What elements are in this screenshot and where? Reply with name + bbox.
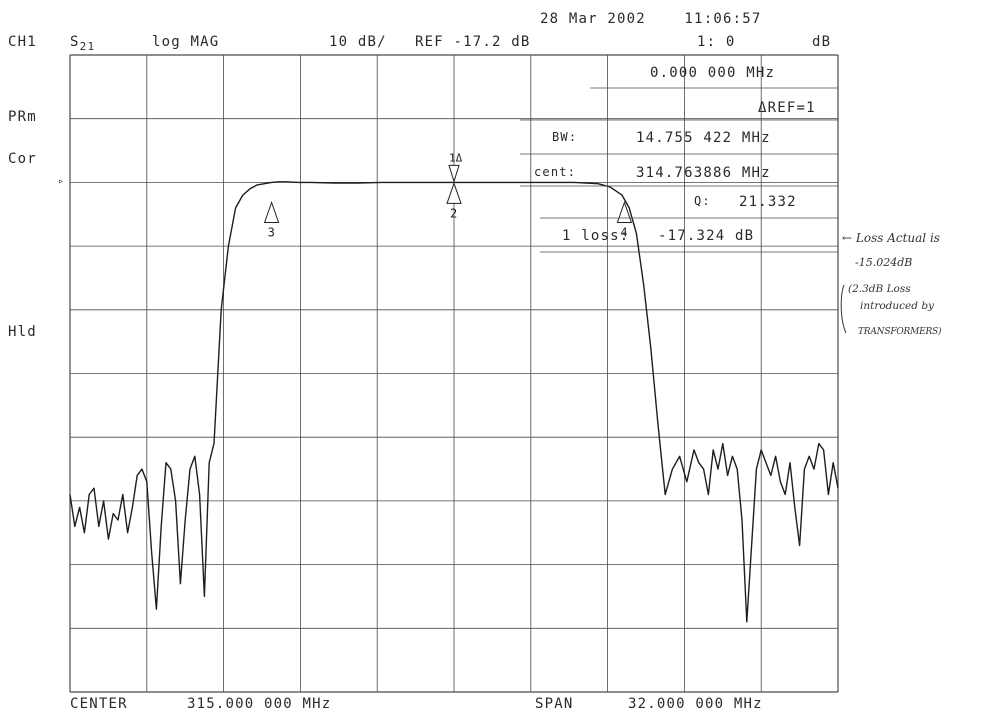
readout-loss-value: -17.324 dB — [658, 228, 755, 244]
channel-label: CH1 — [8, 34, 37, 50]
readout-delta-ref: ΔREF=1 — [758, 100, 816, 116]
annotation-line-4: introduced by — [860, 300, 934, 312]
readout-bw-label: BW: — [552, 130, 578, 144]
center-value: 315.000 000 MHz — [187, 696, 332, 712]
marker-4 — [616, 200, 633, 224]
readout-dividers — [520, 87, 838, 253]
s21-trace — [69, 181, 839, 623]
readout-bw-value: 14.755 422 MHz — [636, 130, 771, 146]
parameter-label: S21 — [70, 34, 96, 53]
readout-frequency: 0.000 000 MHz — [650, 65, 776, 81]
marker-readout: 1: 0 — [697, 34, 736, 50]
annotation-line-5: TRANSFORMERS) — [858, 327, 942, 337]
marker-label: 3 — [268, 226, 275, 240]
marker-1-delta — [448, 164, 460, 184]
readout-q-label: Q: — [694, 194, 711, 208]
annotation-line-1: ← Loss Actual is — [842, 231, 940, 245]
readout-cent-label: cent: — [534, 165, 577, 179]
marker-2 — [446, 181, 462, 204]
span-label: SPAN — [535, 696, 574, 712]
annotation-bracket — [840, 284, 847, 334]
marker-label: 4 — [620, 226, 627, 240]
reference-marker-icon: ▹ — [58, 176, 66, 187]
span-value: 32.000 000 MHz — [628, 696, 763, 712]
marker-3 — [263, 200, 280, 224]
scale-label: 10 dB/ — [329, 34, 387, 50]
annotation-open-paren — [840, 284, 847, 334]
cor-label: Cor — [8, 151, 37, 167]
marker-layer: 1Δ 2 3 4 — [263, 151, 633, 240]
annotation-line-3: (2.3dB Loss — [848, 283, 911, 295]
format-label: log MAG — [152, 34, 220, 50]
hld-label: Hld — [8, 324, 37, 340]
marker-label: 1Δ — [449, 151, 463, 164]
readout-cent-value: 314.763886 MHz — [636, 165, 771, 181]
marker-unit: dB — [812, 34, 832, 50]
readout-loss-label: 1 loss: — [562, 228, 630, 244]
readout-q-value: 21.332 — [739, 194, 797, 210]
datetime: 28 Mar 2002 11:06:57 — [540, 11, 762, 27]
reference-label: REF -17.2 dB — [415, 34, 531, 50]
center-label: CENTER — [70, 696, 128, 712]
marker-label: 2 — [450, 206, 457, 220]
annotation-line-2: -15.024dB — [855, 256, 913, 269]
prm-label: PRm — [8, 109, 37, 125]
